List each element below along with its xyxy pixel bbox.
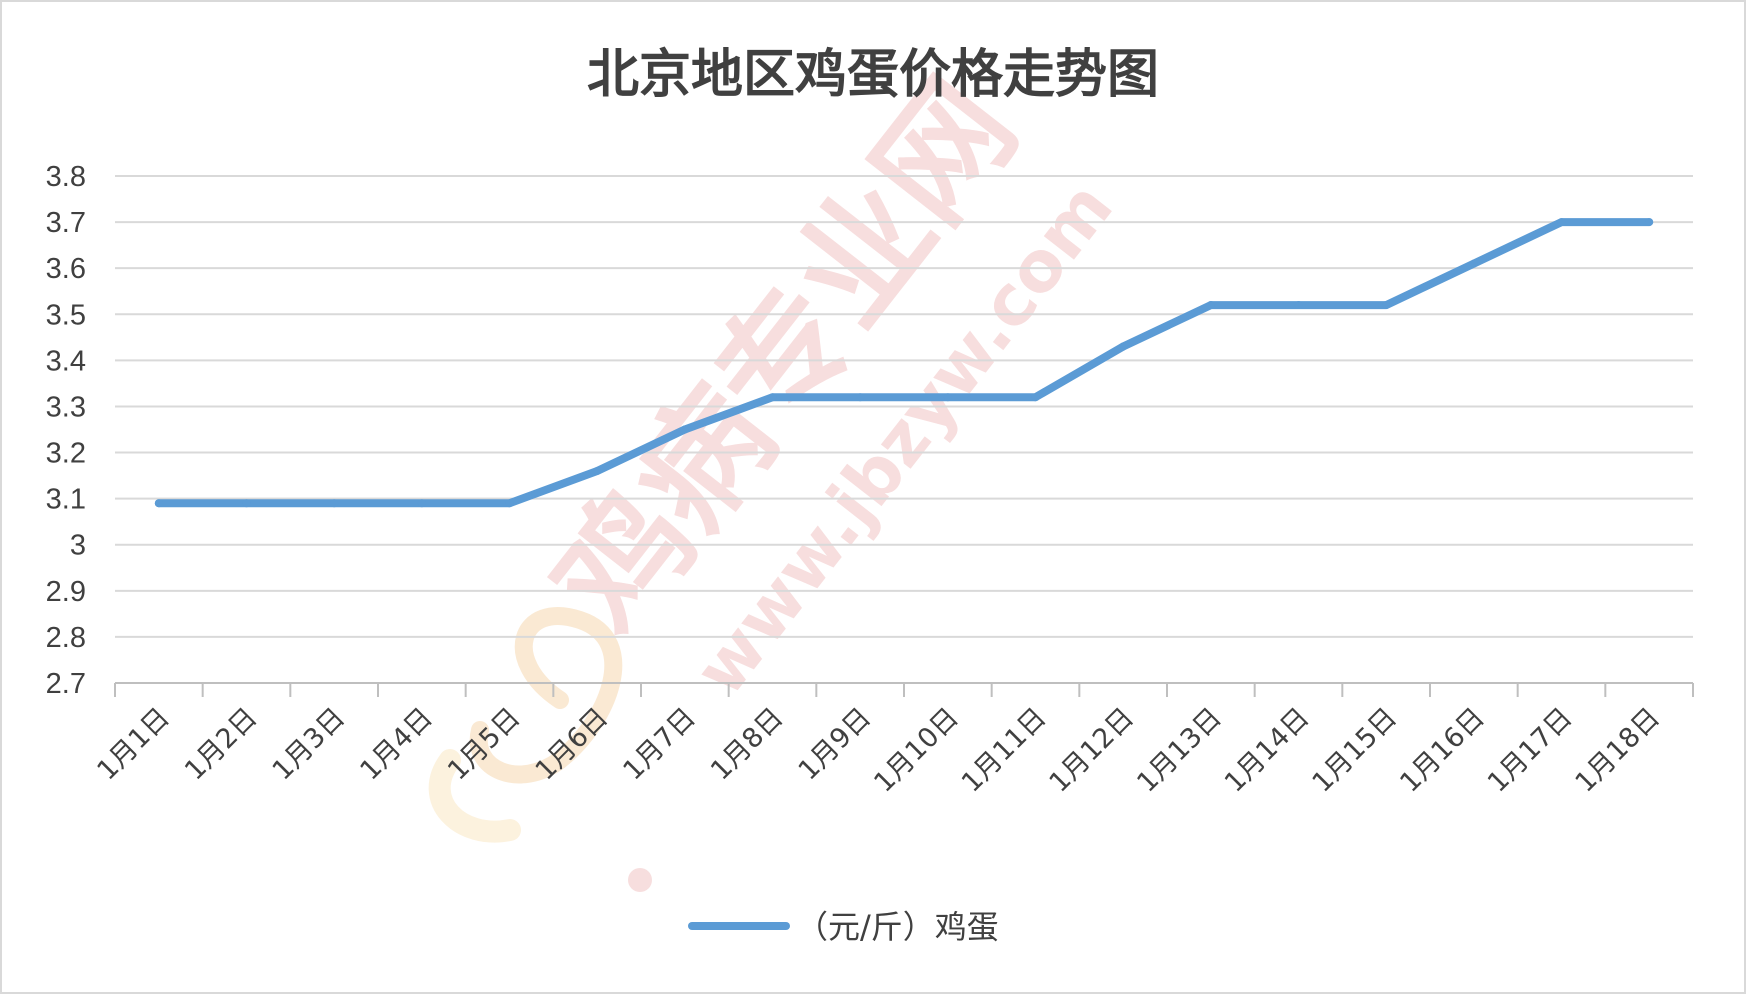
data-point — [1645, 218, 1654, 227]
data-point — [680, 425, 689, 434]
x-axis-tick-labels: 1月1日 1月2日 1月3日 1月4日 1月5日 1月6日 1月7日 1月8日 1月9日1月10… — [91, 702, 1666, 799]
x-tick-label: 1月8日 — [705, 702, 789, 786]
data-point — [154, 499, 163, 508]
data-point — [417, 499, 426, 508]
chart-title: 北京地区鸡蛋价格走势图 — [587, 45, 1159, 105]
y-tick-label: 3.6 — [46, 253, 86, 285]
y-tick-label: 3.1 — [46, 484, 86, 516]
watermark-logo-swirl — [469, 607, 623, 784]
data-point — [505, 499, 514, 508]
x-tick-label: 1月9日 — [793, 702, 877, 786]
data-point — [593, 466, 602, 475]
x-tick-label: 1月15日 — [1307, 702, 1404, 799]
y-tick-label: 2.9 — [46, 576, 86, 608]
data-point — [242, 499, 251, 508]
data-point — [1294, 301, 1303, 310]
series-line — [154, 218, 1654, 508]
y-tick-label: 3.8 — [46, 161, 86, 193]
watermark-logo-dot — [628, 868, 652, 892]
x-tick-label: 1月10日 — [868, 702, 965, 799]
legend: （元/斤）鸡蛋 — [688, 908, 999, 946]
y-tick-label: 2.8 — [46, 622, 86, 654]
data-point — [1469, 259, 1478, 268]
x-tick-label: 1月3日 — [267, 702, 351, 786]
y-tick-label: 3.7 — [46, 207, 86, 239]
data-point — [856, 393, 865, 402]
y-tick-label: 3.4 — [46, 345, 86, 377]
data-point — [330, 499, 339, 508]
x-tick-label: 1月4日 — [354, 702, 438, 786]
x-tick-label: 1月6日 — [530, 702, 614, 786]
x-tick-label: 1月2日 — [179, 702, 263, 786]
x-tick-label: 1月7日 — [617, 702, 701, 786]
data-point — [768, 393, 777, 402]
x-tick-label: 1月13日 — [1131, 702, 1228, 799]
x-tick-label: 1月18日 — [1570, 702, 1667, 799]
y-tick-label: 3.3 — [46, 391, 86, 423]
data-point — [1206, 301, 1215, 310]
watermark-logo-swirl-2 — [428, 749, 521, 843]
x-tick-label: 1月17日 — [1482, 702, 1579, 799]
x-tick-label: 1月11日 — [956, 702, 1053, 799]
data-point — [1557, 218, 1566, 227]
legend-label: （元/斤）鸡蛋 — [796, 908, 999, 946]
data-point — [1119, 342, 1128, 351]
x-tick-label: 1月14日 — [1219, 702, 1316, 799]
y-tick-label: 2.7 — [46, 668, 86, 700]
y-tick-label: 3.5 — [46, 299, 86, 331]
x-tick-label: 1月16日 — [1394, 702, 1491, 799]
data-point — [1031, 393, 1040, 402]
series-lines — [154, 218, 1654, 508]
y-tick-label: 3 — [70, 530, 86, 562]
x-tick-label: 1月12日 — [1044, 702, 1141, 799]
x-axis — [114, 682, 1694, 697]
y-axis-tick-labels: 2.7 2.8 2.9 3 3.1 3.2 3.3 3.4 3.5 3.6 3.7 3.8 — [46, 161, 86, 700]
data-point — [943, 393, 952, 402]
y-tick-label: 3.2 — [46, 438, 86, 470]
gridlines — [115, 175, 1693, 638]
x-tick-label: 1月1日 — [91, 702, 175, 786]
data-point — [1382, 301, 1391, 310]
